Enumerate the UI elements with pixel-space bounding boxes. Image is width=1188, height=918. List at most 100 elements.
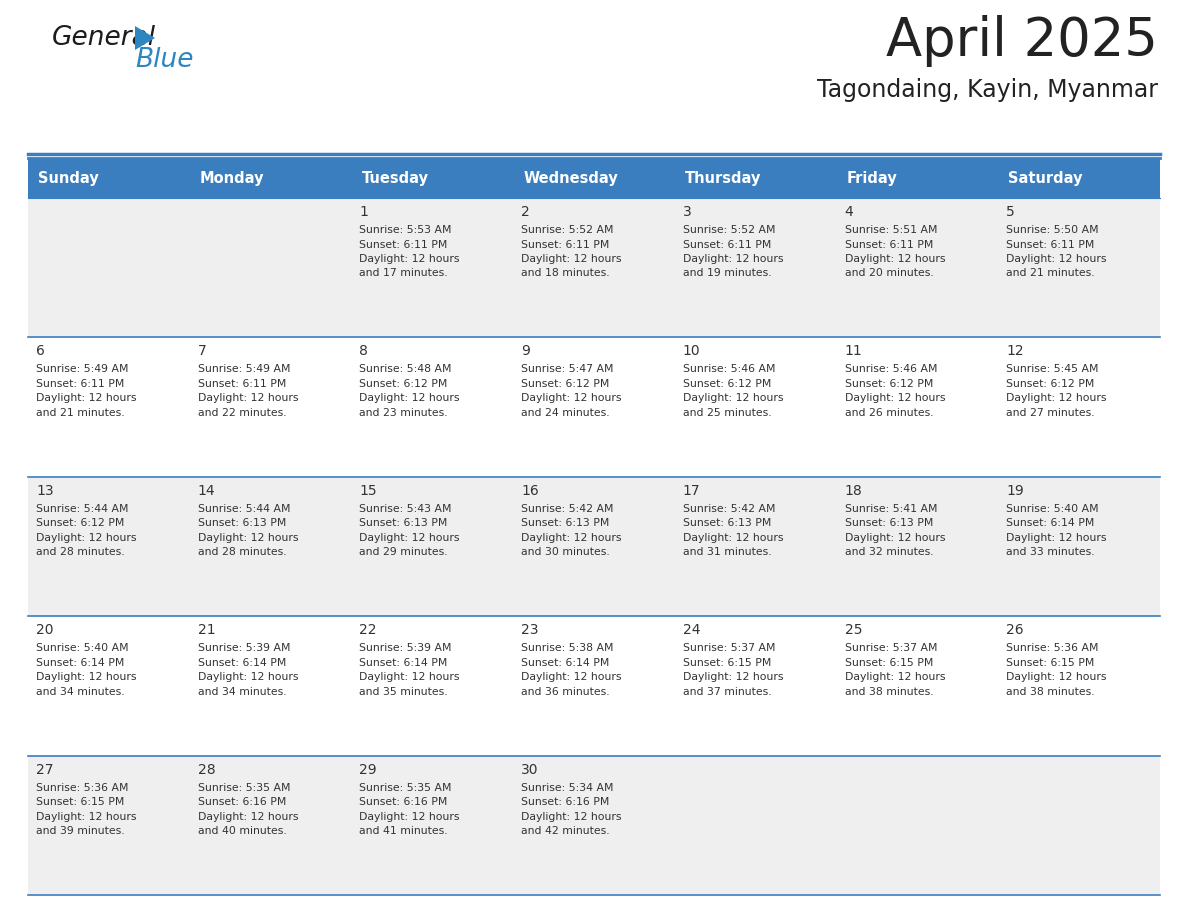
Bar bbox=[352, 198, 513, 338]
Text: and 29 minutes.: and 29 minutes. bbox=[360, 547, 448, 557]
Text: Sunrise: 5:42 AM: Sunrise: 5:42 AM bbox=[522, 504, 614, 514]
Text: Sunset: 6:14 PM: Sunset: 6:14 PM bbox=[197, 657, 286, 667]
Text: 23: 23 bbox=[522, 623, 538, 637]
Text: Daylight: 12 hours: Daylight: 12 hours bbox=[522, 254, 621, 264]
Text: Daylight: 12 hours: Daylight: 12 hours bbox=[360, 672, 460, 682]
Text: and 30 minutes.: and 30 minutes. bbox=[522, 547, 609, 557]
Bar bbox=[675, 338, 836, 476]
Polygon shape bbox=[135, 26, 154, 50]
Text: Daylight: 12 hours: Daylight: 12 hours bbox=[522, 672, 621, 682]
Text: 14: 14 bbox=[197, 484, 215, 498]
Text: Sunrise: 5:34 AM: Sunrise: 5:34 AM bbox=[522, 783, 614, 792]
Text: and 28 minutes.: and 28 minutes. bbox=[197, 547, 286, 557]
Text: Sunset: 6:16 PM: Sunset: 6:16 PM bbox=[522, 797, 609, 807]
Text: 10: 10 bbox=[683, 344, 701, 358]
Text: 17: 17 bbox=[683, 484, 701, 498]
Text: April 2025: April 2025 bbox=[886, 15, 1158, 67]
Text: 5: 5 bbox=[1006, 205, 1015, 219]
Text: 11: 11 bbox=[845, 344, 862, 358]
Bar bbox=[513, 616, 675, 756]
Text: Sunset: 6:11 PM: Sunset: 6:11 PM bbox=[1006, 240, 1094, 250]
Text: Daylight: 12 hours: Daylight: 12 hours bbox=[360, 254, 460, 264]
Bar bbox=[998, 198, 1159, 338]
Bar bbox=[675, 158, 836, 198]
Bar bbox=[190, 198, 352, 338]
Text: Sunset: 6:15 PM: Sunset: 6:15 PM bbox=[845, 657, 933, 667]
Text: Sunrise: 5:45 AM: Sunrise: 5:45 AM bbox=[1006, 364, 1099, 375]
Text: Sunrise: 5:40 AM: Sunrise: 5:40 AM bbox=[36, 644, 128, 654]
Text: Sunset: 6:15 PM: Sunset: 6:15 PM bbox=[36, 797, 125, 807]
Text: Daylight: 12 hours: Daylight: 12 hours bbox=[1006, 394, 1107, 403]
Text: and 41 minutes.: and 41 minutes. bbox=[360, 826, 448, 836]
Text: Sunset: 6:11 PM: Sunset: 6:11 PM bbox=[845, 240, 933, 250]
Text: Sunset: 6:13 PM: Sunset: 6:13 PM bbox=[845, 519, 933, 528]
Text: Sunset: 6:13 PM: Sunset: 6:13 PM bbox=[360, 519, 448, 528]
Text: 24: 24 bbox=[683, 623, 701, 637]
Text: Sunrise: 5:49 AM: Sunrise: 5:49 AM bbox=[36, 364, 128, 375]
Text: Daylight: 12 hours: Daylight: 12 hours bbox=[36, 812, 137, 822]
Text: General: General bbox=[52, 25, 156, 51]
Text: Tagondaing, Kayin, Myanmar: Tagondaing, Kayin, Myanmar bbox=[817, 78, 1158, 102]
Bar bbox=[675, 476, 836, 616]
Bar bbox=[836, 158, 998, 198]
Text: Sunday: Sunday bbox=[38, 171, 99, 185]
Text: 6: 6 bbox=[36, 344, 45, 358]
Text: Sunset: 6:12 PM: Sunset: 6:12 PM bbox=[360, 379, 448, 389]
Text: 25: 25 bbox=[845, 623, 862, 637]
Text: Daylight: 12 hours: Daylight: 12 hours bbox=[845, 394, 946, 403]
Bar bbox=[998, 476, 1159, 616]
Text: Sunrise: 5:39 AM: Sunrise: 5:39 AM bbox=[197, 644, 290, 654]
Bar bbox=[998, 338, 1159, 476]
Text: and 19 minutes.: and 19 minutes. bbox=[683, 268, 771, 278]
Text: Sunset: 6:13 PM: Sunset: 6:13 PM bbox=[522, 519, 609, 528]
Text: Sunset: 6:11 PM: Sunset: 6:11 PM bbox=[360, 240, 448, 250]
Text: and 22 minutes.: and 22 minutes. bbox=[197, 408, 286, 418]
Text: and 40 minutes.: and 40 minutes. bbox=[197, 826, 286, 836]
Bar bbox=[998, 756, 1159, 895]
Text: Daylight: 12 hours: Daylight: 12 hours bbox=[1006, 254, 1107, 264]
Text: and 42 minutes.: and 42 minutes. bbox=[522, 826, 609, 836]
Bar bbox=[675, 756, 836, 895]
Text: Sunset: 6:16 PM: Sunset: 6:16 PM bbox=[197, 797, 286, 807]
Text: Daylight: 12 hours: Daylight: 12 hours bbox=[360, 532, 460, 543]
Text: 15: 15 bbox=[360, 484, 377, 498]
Text: and 36 minutes.: and 36 minutes. bbox=[522, 687, 609, 697]
Bar bbox=[675, 616, 836, 756]
Text: Blue: Blue bbox=[135, 47, 194, 73]
Bar bbox=[29, 616, 190, 756]
Text: Sunset: 6:14 PM: Sunset: 6:14 PM bbox=[1006, 519, 1094, 528]
Text: Sunrise: 5:42 AM: Sunrise: 5:42 AM bbox=[683, 504, 776, 514]
Bar bbox=[352, 476, 513, 616]
Bar bbox=[352, 616, 513, 756]
Text: Sunrise: 5:49 AM: Sunrise: 5:49 AM bbox=[197, 364, 290, 375]
Text: Sunset: 6:14 PM: Sunset: 6:14 PM bbox=[36, 657, 125, 667]
Bar bbox=[836, 338, 998, 476]
Bar bbox=[190, 476, 352, 616]
Text: Sunrise: 5:35 AM: Sunrise: 5:35 AM bbox=[360, 783, 451, 792]
Bar bbox=[836, 476, 998, 616]
Text: Tuesday: Tuesday bbox=[361, 171, 429, 185]
Bar bbox=[352, 756, 513, 895]
Text: Daylight: 12 hours: Daylight: 12 hours bbox=[845, 532, 946, 543]
Text: and 37 minutes.: and 37 minutes. bbox=[683, 687, 771, 697]
Text: Sunrise: 5:35 AM: Sunrise: 5:35 AM bbox=[197, 783, 290, 792]
Text: Daylight: 12 hours: Daylight: 12 hours bbox=[197, 812, 298, 822]
Text: Sunset: 6:15 PM: Sunset: 6:15 PM bbox=[683, 657, 771, 667]
Text: and 38 minutes.: and 38 minutes. bbox=[1006, 687, 1095, 697]
Text: Daylight: 12 hours: Daylight: 12 hours bbox=[197, 532, 298, 543]
Text: Daylight: 12 hours: Daylight: 12 hours bbox=[683, 394, 783, 403]
Text: Sunset: 6:11 PM: Sunset: 6:11 PM bbox=[197, 379, 286, 389]
Text: Sunset: 6:12 PM: Sunset: 6:12 PM bbox=[845, 379, 933, 389]
Text: Sunrise: 5:52 AM: Sunrise: 5:52 AM bbox=[522, 225, 614, 235]
Text: and 34 minutes.: and 34 minutes. bbox=[36, 687, 125, 697]
Text: 8: 8 bbox=[360, 344, 368, 358]
Text: Sunrise: 5:37 AM: Sunrise: 5:37 AM bbox=[845, 644, 937, 654]
Text: Sunset: 6:14 PM: Sunset: 6:14 PM bbox=[360, 657, 448, 667]
Text: Sunset: 6:11 PM: Sunset: 6:11 PM bbox=[36, 379, 125, 389]
Text: Saturday: Saturday bbox=[1009, 171, 1082, 185]
Text: Daylight: 12 hours: Daylight: 12 hours bbox=[683, 532, 783, 543]
Text: and 35 minutes.: and 35 minutes. bbox=[360, 687, 448, 697]
Text: and 26 minutes.: and 26 minutes. bbox=[845, 408, 934, 418]
Text: Sunset: 6:11 PM: Sunset: 6:11 PM bbox=[522, 240, 609, 250]
Text: Sunset: 6:13 PM: Sunset: 6:13 PM bbox=[683, 519, 771, 528]
